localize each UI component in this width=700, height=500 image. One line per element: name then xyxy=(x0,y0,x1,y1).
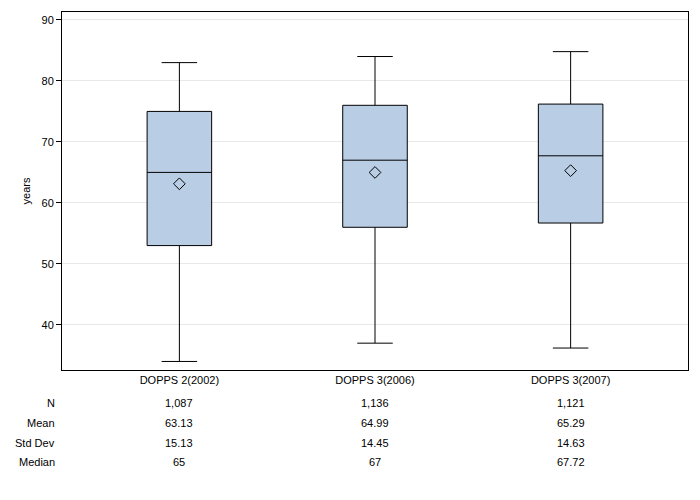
svg-text:50: 50 xyxy=(42,258,54,270)
svg-text:67: 67 xyxy=(369,456,381,468)
svg-text:N: N xyxy=(47,397,55,409)
svg-text:years: years xyxy=(20,177,32,204)
svg-text:Median: Median xyxy=(19,456,55,468)
svg-text:1,087: 1,087 xyxy=(165,397,193,409)
svg-text:14.45: 14.45 xyxy=(361,437,389,449)
svg-text:63.13: 63.13 xyxy=(165,417,193,429)
svg-text:90: 90 xyxy=(42,14,54,26)
svg-text:64.99: 64.99 xyxy=(361,417,389,429)
svg-text:67.72: 67.72 xyxy=(557,456,585,468)
svg-text:DOPPS 3(2006): DOPPS 3(2006) xyxy=(335,374,414,386)
svg-text:65: 65 xyxy=(173,456,185,468)
svg-text:Mean: Mean xyxy=(27,417,55,429)
svg-text:1,121: 1,121 xyxy=(557,397,585,409)
svg-text:1,136: 1,136 xyxy=(361,397,389,409)
svg-text:65.29: 65.29 xyxy=(557,417,585,429)
svg-text:14.63: 14.63 xyxy=(557,437,585,449)
svg-text:15.13: 15.13 xyxy=(165,437,193,449)
svg-text:DOPPS 3(2007): DOPPS 3(2007) xyxy=(531,374,610,386)
svg-text:Std Dev: Std Dev xyxy=(15,437,55,449)
svg-text:60: 60 xyxy=(42,197,54,209)
svg-text:DOPPS 2(2002): DOPPS 2(2002) xyxy=(140,374,219,386)
svg-text:80: 80 xyxy=(42,75,54,87)
svg-text:70: 70 xyxy=(42,136,54,148)
svg-text:40: 40 xyxy=(42,319,54,331)
